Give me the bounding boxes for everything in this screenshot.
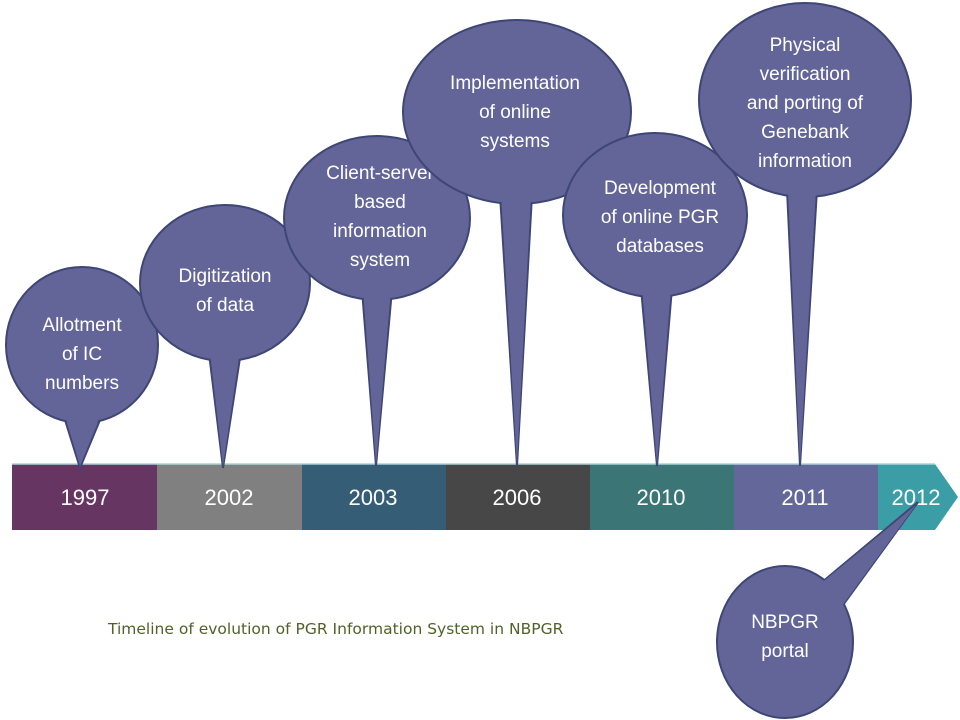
callout-bubble-1997: Allotment of IC numbers xyxy=(5,266,159,471)
timeline-bar: 1997 2002 2003 2006 2010 2011 2012 xyxy=(12,463,958,530)
callout-text: information xyxy=(333,221,427,242)
callout-text: Physical xyxy=(770,35,841,56)
callout-text: verification xyxy=(760,64,851,85)
segment-2003 xyxy=(302,464,446,530)
callout-text: portal xyxy=(761,641,809,662)
callout-text: of online xyxy=(479,102,551,123)
year-label-2006: 2006 xyxy=(493,485,542,510)
callout-bubble-2012: NBPGR portal xyxy=(716,501,919,719)
callout-bubble-2010: Development of online PGR databases xyxy=(562,132,748,467)
segment-2011 xyxy=(734,464,878,530)
callout-text: and porting of xyxy=(747,93,864,114)
callout-text: of IC xyxy=(62,344,102,365)
segment-2006 xyxy=(446,464,590,530)
diagram-caption: Timeline of evolution of PGR Information… xyxy=(107,620,564,638)
callout-text: Implementation xyxy=(450,73,580,94)
callout-text: Digitization xyxy=(179,266,272,287)
segment-2010 xyxy=(590,464,734,530)
year-label-2003: 2003 xyxy=(349,485,398,510)
callout-text: Client-server xyxy=(326,163,434,184)
callout-text: systems xyxy=(480,131,550,152)
callout-text: Allotment xyxy=(42,315,122,336)
callout-text: system xyxy=(350,250,410,271)
segment-1997 xyxy=(12,464,157,530)
year-label-2010: 2010 xyxy=(637,485,686,510)
callout-text: NBPGR xyxy=(751,612,819,633)
callout-text: of online PGR xyxy=(601,207,719,228)
callout-bubble-2002: Digitization of data xyxy=(139,204,311,469)
callout-bubble-2011: Physical verification and porting of Gen… xyxy=(698,2,912,467)
year-label-1997: 1997 xyxy=(61,485,110,510)
callout-text: databases xyxy=(616,236,704,257)
year-label-2011: 2011 xyxy=(781,485,828,510)
segment-2002 xyxy=(157,464,302,530)
callout-text: Genebank xyxy=(761,122,849,143)
callout-text: based xyxy=(354,192,406,213)
year-label-2002: 2002 xyxy=(205,485,254,510)
callout-text: information xyxy=(758,151,852,172)
callout-text: of data xyxy=(196,295,255,316)
callout-bubble-2006: Implementation of online systems xyxy=(402,19,632,467)
callout-text: numbers xyxy=(45,373,119,394)
callout-text: Development xyxy=(604,178,717,199)
callout-bubble-2003: Client-server based information system xyxy=(283,135,471,467)
segment-2012-arrow xyxy=(878,464,958,530)
